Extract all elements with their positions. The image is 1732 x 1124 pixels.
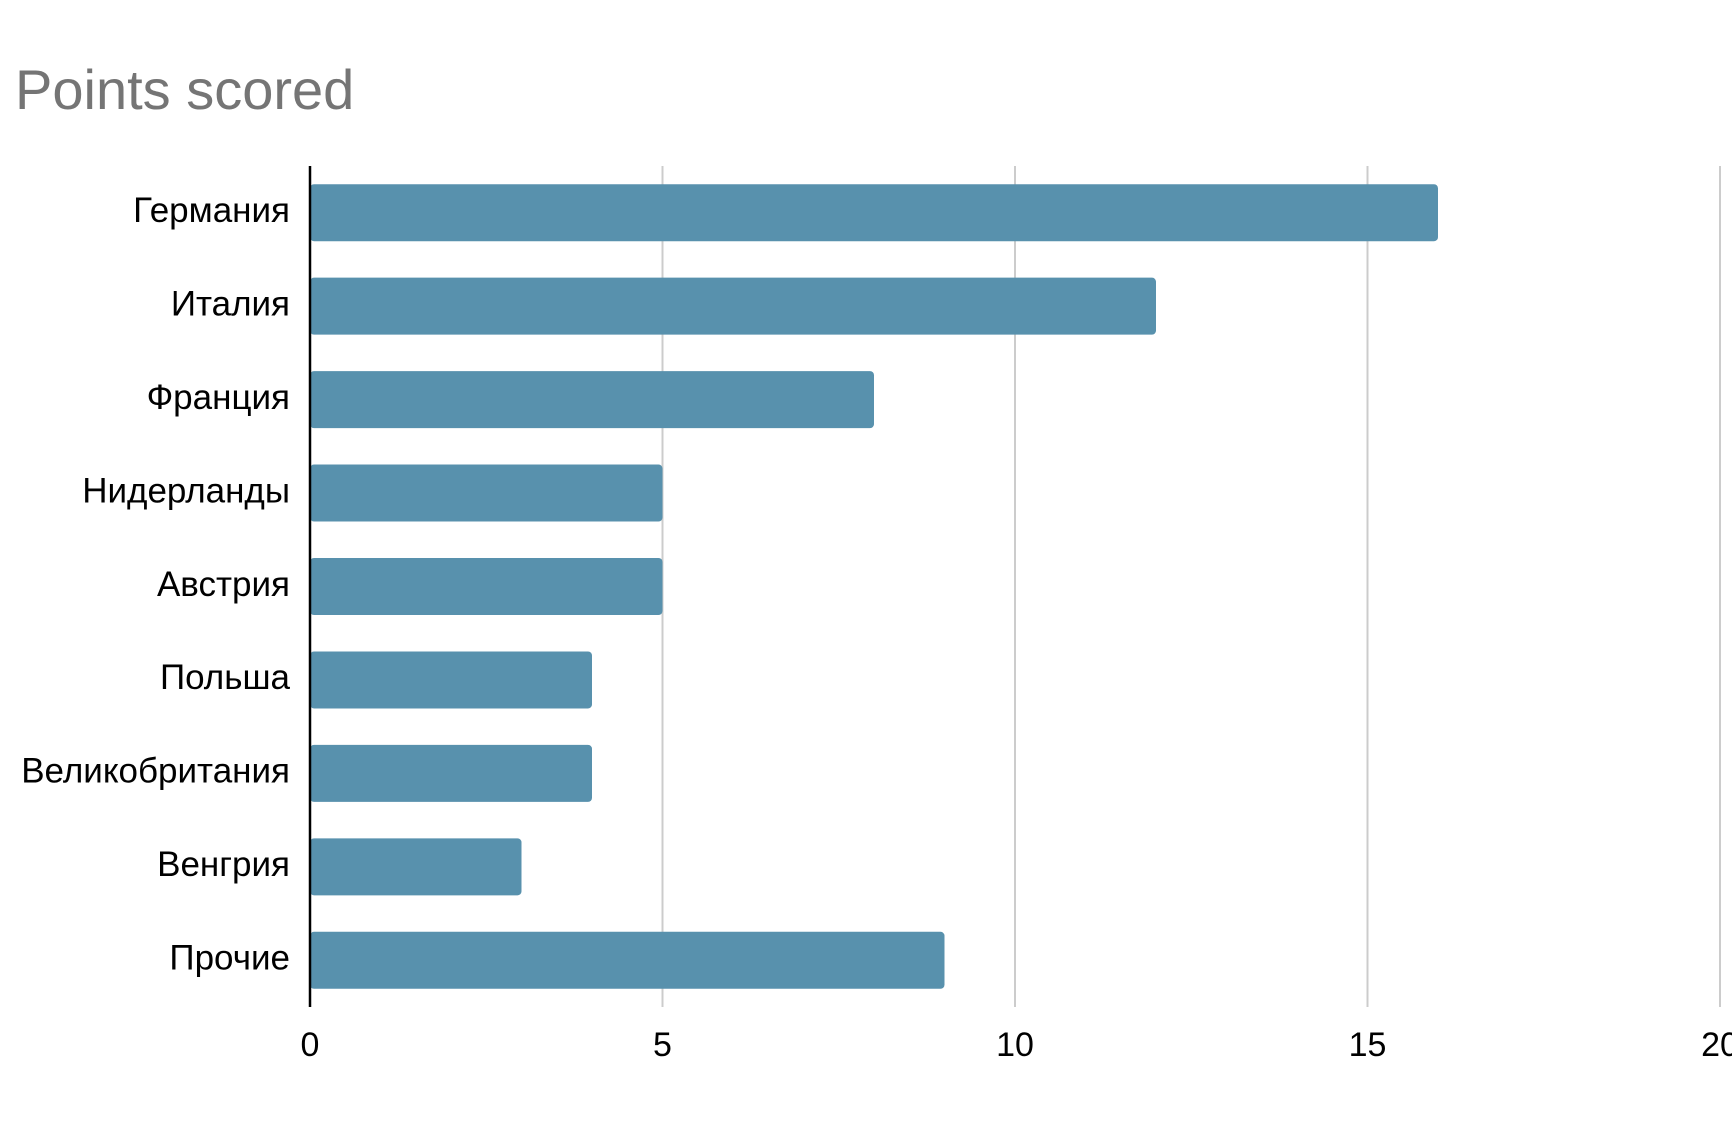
x-tick-label: 5 [653,1026,672,1064]
y-tick-label: Италия [171,284,290,323]
bar [310,277,1156,335]
bar [310,744,592,802]
bar [310,651,592,709]
y-tick-label: Великобритания [21,752,290,791]
x-tick-label: 20 [1701,1026,1732,1064]
y-tick-label: Прочие [169,939,290,978]
chart-title: Points scored [15,58,354,121]
bar [310,184,1438,242]
x-tick-label: 10 [996,1026,1034,1064]
bar [310,931,945,989]
x-tick-label: 0 [301,1026,320,1064]
y-tick-label: Венгрия [157,845,290,884]
bar [310,464,663,522]
y-tick-label: Нидерланды [82,471,290,510]
x-tick-label: 15 [1349,1026,1387,1064]
bar [310,371,874,429]
y-tick-label: Германия [133,191,290,230]
y-tick-label: Австрия [157,565,290,604]
bar [310,838,522,896]
y-tick-label: Польша [160,658,291,697]
bar [310,557,663,616]
y-tick-label: Франция [147,378,290,417]
